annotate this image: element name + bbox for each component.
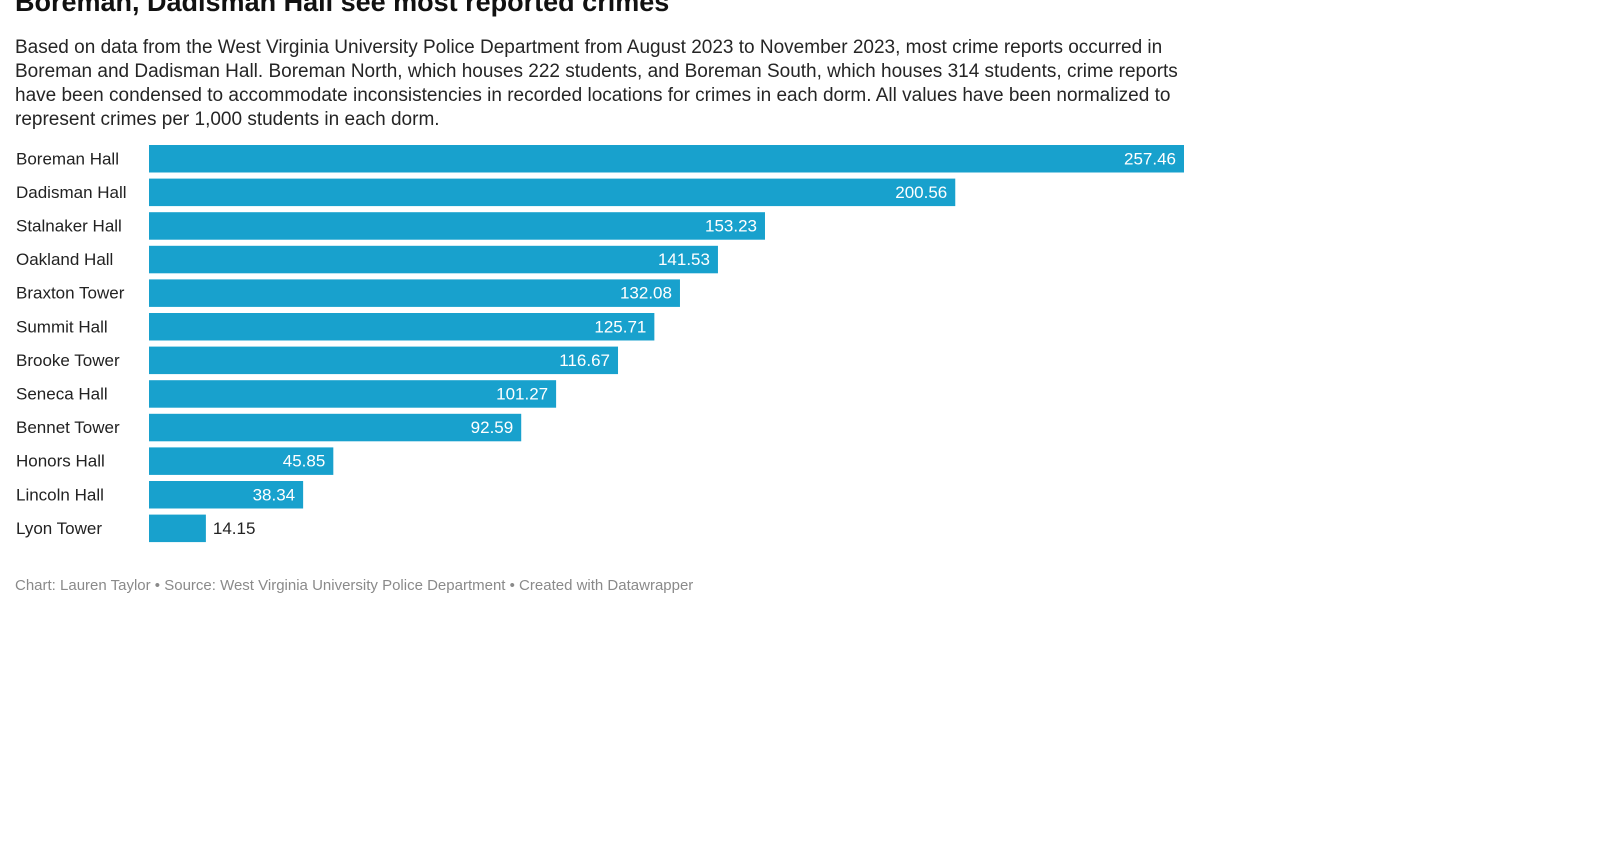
bar: [149, 212, 765, 240]
value-label: 132.08: [620, 284, 672, 303]
category-label: Dadisman Hall: [16, 183, 127, 202]
category-label: Stalnaker Hall: [16, 216, 122, 235]
chart-description: Based on data from the West Virginia Uni…: [15, 37, 1178, 130]
category-label: Summit Hall: [16, 317, 108, 336]
bar: [149, 447, 334, 475]
value-label: 153.23: [705, 216, 757, 235]
category-label: Braxton Tower: [16, 284, 125, 303]
value-label: 38.34: [253, 485, 296, 504]
category-label: Lincoln Hall: [16, 485, 104, 504]
value-label: 125.71: [594, 317, 646, 336]
bar-row: Braxton Tower 132.08: [16, 279, 680, 307]
bar: [149, 413, 522, 442]
bar: [149, 481, 304, 509]
bar-row: Brooke Tower 116.67: [16, 346, 619, 375]
value-label: 92.59: [471, 418, 514, 437]
bar: [149, 346, 619, 375]
category-label: Bennet Tower: [16, 418, 120, 437]
category-label: Honors Hall: [16, 452, 105, 471]
bar-row: Dadisman Hall 200.56: [16, 178, 956, 207]
value-label: 141.53: [658, 250, 710, 269]
category-label: Brooke Tower: [16, 351, 120, 370]
bar: [149, 145, 1184, 173]
bar-row: Bennet Tower 92.59: [16, 413, 522, 442]
value-label: 45.85: [283, 452, 326, 471]
category-label: Boreman Hall: [16, 149, 119, 168]
bar-row: Honors Hall 45.85: [16, 447, 334, 475]
bar: [149, 313, 655, 341]
chart-title: Boreman, Dadisman Hall see most reported…: [15, 0, 670, 17]
value-label: 116.67: [559, 351, 610, 370]
value-label: 14.15: [213, 519, 256, 538]
bar: [149, 178, 956, 207]
value-label: 200.56: [895, 183, 947, 202]
bar-row: Boreman Hall 257.46: [16, 145, 1184, 173]
bar: [149, 245, 718, 274]
bar-row: Lyon Tower 14.15: [16, 514, 256, 543]
bar-row: Stalnaker Hall 153.23: [16, 212, 765, 240]
bar: [149, 514, 206, 543]
bar-row: Oakland Hall 141.53: [16, 245, 718, 274]
bar: [149, 380, 557, 408]
bar-row: Summit Hall 125.71: [16, 313, 655, 341]
chart-credit-footer: Chart: Lauren Taylor • Source: West Virg…: [15, 577, 694, 594]
value-label: 101.27: [496, 384, 548, 403]
bar-row: Lincoln Hall 38.34: [16, 481, 304, 509]
bar-row: Seneca Hall 101.27: [16, 380, 557, 408]
category-label: Oakland Hall: [16, 250, 113, 269]
category-label: Seneca Hall: [16, 384, 108, 403]
value-label: 257.46: [1124, 149, 1176, 168]
bar: [149, 279, 680, 307]
category-label: Lyon Tower: [16, 519, 102, 538]
